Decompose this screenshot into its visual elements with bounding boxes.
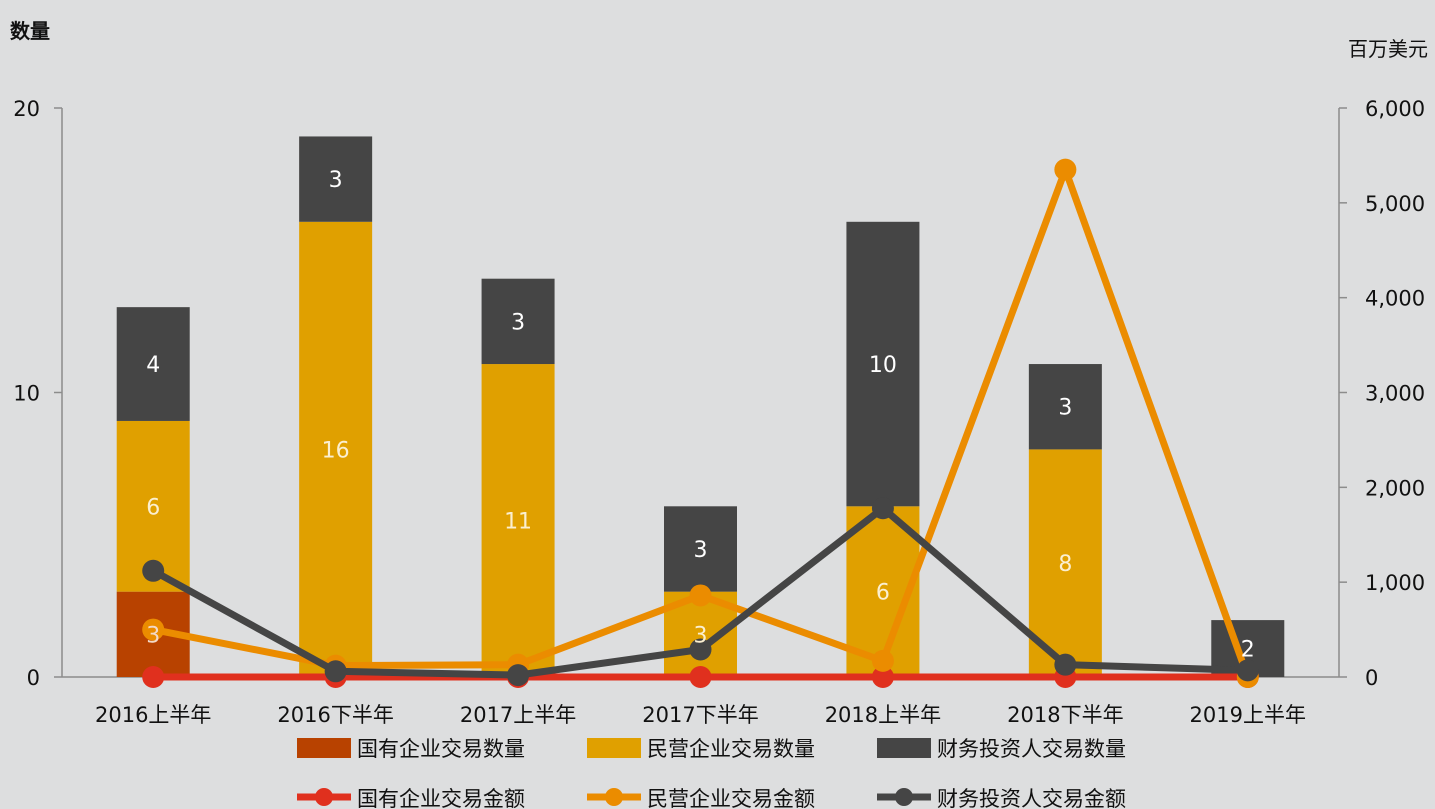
line-point [689, 666, 712, 688]
line-point [689, 584, 712, 607]
legend-swatch [297, 738, 351, 758]
line-point [507, 664, 530, 687]
right-tick-label: 4,000 [1365, 287, 1425, 311]
data-label: 16 [322, 438, 350, 463]
line-point [871, 666, 894, 688]
bar [1028, 449, 1102, 677]
data-label: 6 [876, 581, 890, 606]
data-label: 2 [1241, 638, 1255, 663]
right-axis-title: 百万美元 [1348, 37, 1428, 61]
left-tick-label: 0 [27, 666, 40, 690]
left-tick-label: 20 [13, 97, 40, 121]
legend-swatch [877, 738, 931, 758]
x-tick-label: 2016下半年 [277, 703, 393, 727]
line-point [1054, 158, 1077, 181]
data-label: 6 [146, 495, 160, 520]
x-tick-label: 2017下半年 [642, 703, 758, 727]
data-label: 11 [504, 510, 532, 535]
right-tick-label: 0 [1365, 666, 1378, 690]
legend-marker [315, 788, 333, 806]
x-tick-label: 2018上半年 [825, 703, 941, 727]
bar [299, 221, 373, 678]
x-tick-label: 2017上半年 [460, 703, 576, 727]
right-tick-label: 6,000 [1365, 97, 1425, 121]
legend-label: 财务投资人交易数量 [937, 737, 1126, 761]
data-label: 3 [511, 310, 525, 335]
line-point [871, 497, 894, 520]
data-label: 10 [869, 353, 897, 378]
left-axis-title: 数量 [10, 19, 50, 43]
bar [116, 307, 190, 421]
legend-label: 民营企业交易金额 [647, 787, 815, 809]
legend-label: 财务投资人交易金额 [937, 787, 1126, 809]
line-point [142, 559, 165, 582]
plot-area: 0 10 20 0 1,000 2,000 3,000 4,000 5,000 6,000 2016… [13, 97, 1425, 727]
legend-marker [605, 788, 623, 806]
right-tick-label: 3,000 [1365, 382, 1425, 406]
bar [481, 278, 555, 365]
data-label: 4 [146, 353, 160, 378]
data-label: 3 [146, 623, 160, 648]
line-point [689, 638, 712, 661]
right-tick-label: 5,000 [1365, 192, 1425, 216]
data-label: 3 [1058, 396, 1072, 421]
x-tick-label: 2019上半年 [1190, 703, 1306, 727]
right-tick-label: 1,000 [1365, 571, 1425, 595]
legend-label: 国有企业交易数量 [357, 737, 525, 761]
data-label: 3 [329, 168, 343, 193]
line-point [1236, 659, 1259, 682]
data-label: 8 [1058, 552, 1072, 577]
bar [481, 364, 555, 677]
line-point [324, 660, 347, 683]
data-label: 3 [694, 623, 708, 648]
legend-marker [895, 788, 913, 806]
bar [664, 506, 737, 592]
data-label: 3 [694, 538, 708, 563]
legend-label: 民营企业交易数量 [647, 737, 815, 761]
legend-swatch [587, 738, 641, 758]
line-point [871, 649, 894, 672]
line-point [142, 666, 165, 688]
legend-label: 国有企业交易金额 [357, 787, 525, 809]
line-point [1054, 653, 1077, 676]
left-tick-label: 10 [13, 382, 40, 406]
bar [1028, 364, 1102, 450]
bar [299, 136, 373, 222]
x-tick-label: 2018下半年 [1007, 703, 1123, 727]
bar [846, 221, 920, 507]
line-point [142, 618, 165, 641]
right-tick-label: 2,000 [1365, 476, 1425, 500]
x-tick-label: 2016上半年 [95, 703, 211, 727]
